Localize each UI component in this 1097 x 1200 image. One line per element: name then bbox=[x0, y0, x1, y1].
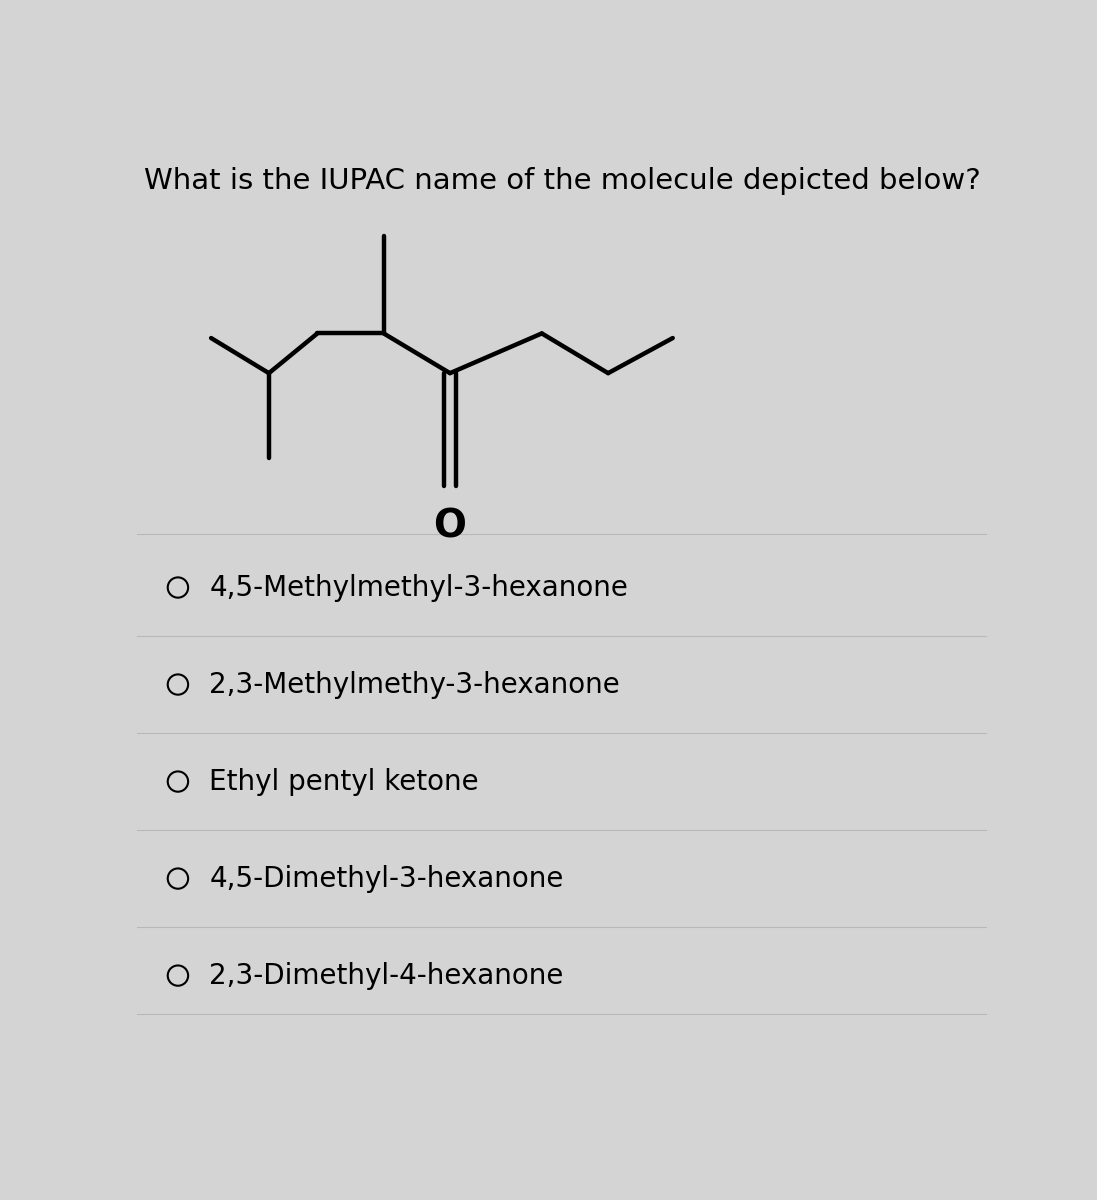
Text: What is the IUPAC name of the molecule depicted below?: What is the IUPAC name of the molecule d… bbox=[144, 167, 981, 196]
Text: 4,5-Methylmethyl-3-hexanone: 4,5-Methylmethyl-3-hexanone bbox=[210, 574, 629, 601]
Text: O: O bbox=[433, 508, 466, 545]
Text: 2,3-Methylmethy-3-hexanone: 2,3-Methylmethy-3-hexanone bbox=[210, 671, 620, 698]
Text: 4,5-Dimethyl-3-hexanone: 4,5-Dimethyl-3-hexanone bbox=[210, 864, 564, 893]
Text: Ethyl pentyl ketone: Ethyl pentyl ketone bbox=[210, 768, 479, 796]
Text: 2,3-Dimethyl-4-hexanone: 2,3-Dimethyl-4-hexanone bbox=[210, 961, 564, 990]
